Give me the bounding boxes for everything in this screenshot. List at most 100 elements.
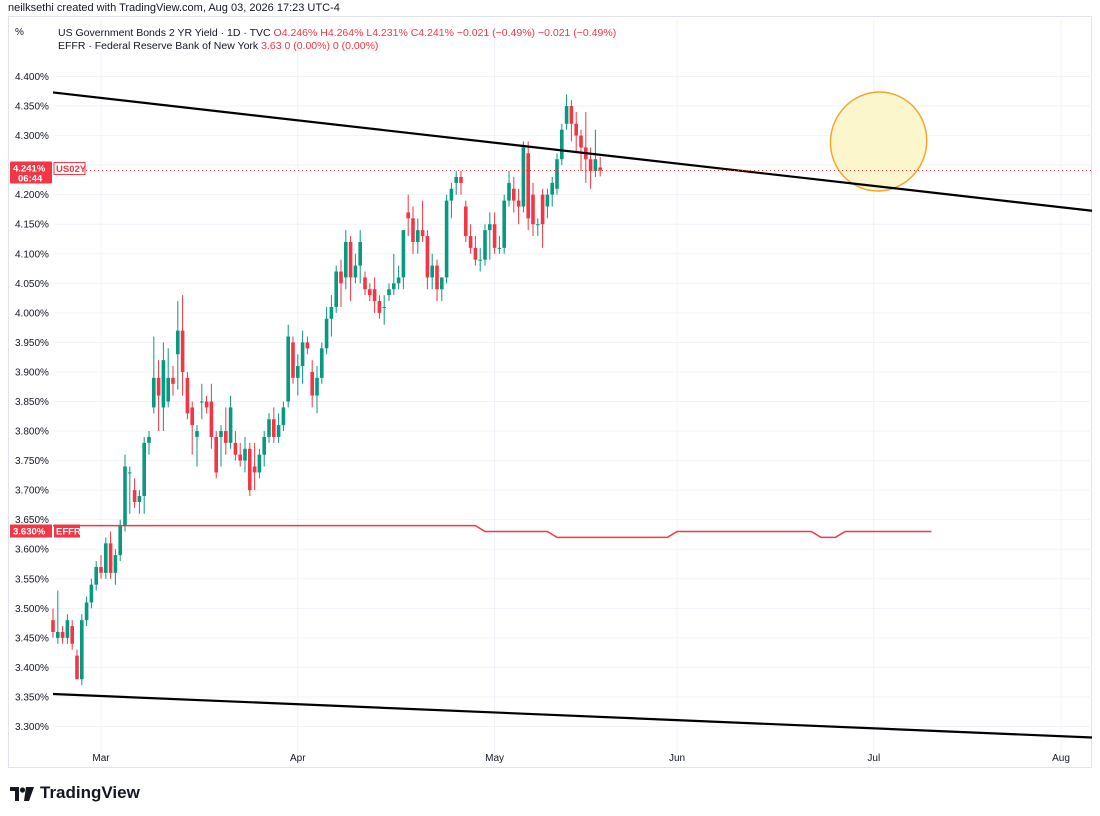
candle-body xyxy=(593,159,598,172)
candle xyxy=(430,253,434,290)
candle-body xyxy=(382,306,386,308)
candle xyxy=(344,230,348,290)
x-tick-label: Aug xyxy=(1052,753,1070,764)
candle-body xyxy=(228,407,233,443)
candle-body xyxy=(334,271,338,307)
candle-body xyxy=(176,330,180,355)
candle xyxy=(147,431,151,455)
candle-body xyxy=(315,377,319,396)
candle xyxy=(468,224,473,254)
candle xyxy=(406,194,410,237)
candle-body xyxy=(147,436,151,443)
candle xyxy=(536,218,540,237)
candle-body xyxy=(521,147,526,207)
candle-body xyxy=(161,360,166,408)
x-tick-label: Jun xyxy=(669,753,685,764)
candle xyxy=(440,277,444,302)
candle-body xyxy=(545,194,550,207)
legend-row-us02y[interactable]: US Government Bonds 2 YR Yield · 1D · TV… xyxy=(58,27,616,40)
trendlines xyxy=(52,91,1093,739)
legend-row-effr[interactable]: EFFR · Federal Reserve Bank of New York … xyxy=(58,40,616,53)
candle-body xyxy=(401,230,406,278)
y-tick-label: 3.900% xyxy=(15,367,49,378)
tradingview-brand[interactable]: TradingView xyxy=(10,783,140,803)
candle xyxy=(99,555,103,579)
candle xyxy=(512,176,516,213)
candle-body xyxy=(588,159,593,172)
candle xyxy=(94,561,98,591)
candle xyxy=(516,188,521,225)
candle-body xyxy=(310,371,314,396)
candle xyxy=(569,100,574,142)
candle-body xyxy=(569,106,574,124)
candle xyxy=(459,171,463,195)
candle xyxy=(497,236,502,254)
effr-layer xyxy=(53,524,932,539)
candle-body xyxy=(305,342,310,349)
candle-body xyxy=(118,525,122,556)
y-tick-label: 3.650% xyxy=(15,515,49,526)
grid xyxy=(54,20,1092,765)
candle-body xyxy=(84,602,89,621)
candle xyxy=(444,194,449,284)
candle-body xyxy=(132,490,137,502)
candle xyxy=(224,407,228,455)
y-tick-label: 4.400% xyxy=(15,72,49,83)
candle-body xyxy=(536,224,540,226)
y-tick-label: 4.100% xyxy=(15,249,49,260)
y-tick-label: 3.350% xyxy=(15,692,49,703)
x-tick-label: Mar xyxy=(92,753,110,764)
candle-body xyxy=(195,431,199,437)
legend-series2-values: 3.63 0 (0.00%) 0 (0.00%) xyxy=(261,40,379,52)
effr-line xyxy=(53,524,932,539)
candle xyxy=(502,194,506,254)
candle xyxy=(598,156,602,177)
price-tags: 4.241% 06:44 US02Y 3.630% EFFR xyxy=(10,161,1092,538)
candle-body xyxy=(171,377,175,384)
candle-body xyxy=(204,401,209,408)
candle-body xyxy=(358,241,362,266)
candle xyxy=(176,301,180,390)
candle-body xyxy=(464,206,468,237)
brand-name: TradingView xyxy=(40,783,140,802)
candle-body xyxy=(488,224,492,231)
y-tick-label: 3.600% xyxy=(15,545,49,556)
candle xyxy=(382,295,386,325)
candle xyxy=(584,111,588,183)
candle xyxy=(310,360,314,408)
candle-body xyxy=(281,407,286,426)
candle xyxy=(243,436,247,473)
candle-body xyxy=(483,230,487,260)
candle xyxy=(89,578,94,609)
legend-series1-label: US Government Bonds 2 YR Yield · 1D · TV… xyxy=(58,27,271,39)
candle xyxy=(137,490,142,514)
candle-body xyxy=(300,342,305,367)
candle xyxy=(238,442,242,467)
candle-body xyxy=(137,496,142,502)
percent-toggle[interactable]: % xyxy=(12,27,51,45)
candle-body xyxy=(406,212,410,219)
candle-body xyxy=(416,230,420,242)
candle-body xyxy=(449,188,454,201)
y-tick-label: 3.800% xyxy=(15,427,49,438)
candle-body xyxy=(329,306,334,319)
candle-body xyxy=(272,419,276,437)
candle-body xyxy=(252,466,257,473)
candle-body xyxy=(324,318,329,349)
y-tick-label: 3.500% xyxy=(15,604,49,615)
candle-body xyxy=(233,442,238,455)
y-tick-label: 3.950% xyxy=(15,338,49,349)
candle xyxy=(142,436,146,514)
tradingview-logo-icon xyxy=(10,786,34,801)
candle xyxy=(396,265,401,290)
y-tick-label: 4.200% xyxy=(15,190,49,201)
candle-body xyxy=(339,271,343,284)
candle xyxy=(128,466,132,514)
candle-body xyxy=(531,194,535,225)
y-tick-label: 3.750% xyxy=(15,456,49,467)
candle-body xyxy=(550,182,554,195)
candle xyxy=(420,200,425,242)
candle-body xyxy=(152,377,156,408)
x-tick-label: Jul xyxy=(867,753,880,764)
